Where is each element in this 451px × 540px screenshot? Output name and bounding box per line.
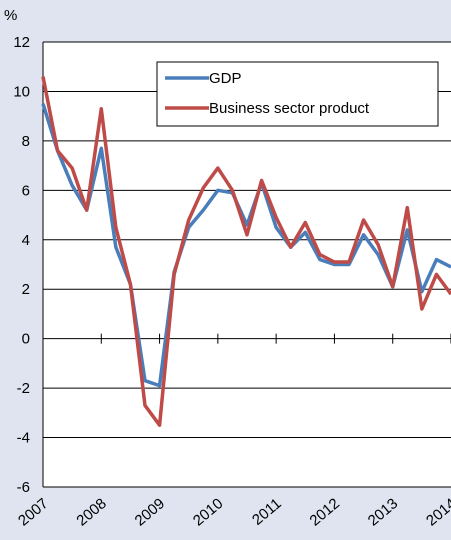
legend-box — [156, 61, 439, 127]
legend-label: GDP — [209, 70, 242, 87]
y-tick-label: 4 — [22, 232, 30, 249]
x-tick-label: 2009 — [132, 495, 168, 529]
y-tick-label: 2 — [22, 281, 30, 298]
y-tick-label: 8 — [22, 133, 30, 150]
y-tick-label: 6 — [22, 182, 30, 199]
y-tick-label: -2 — [17, 380, 30, 397]
legend-label: Business sector product — [209, 100, 370, 117]
line-series — [41, 76, 451, 427]
x-tick-label: 2010 — [190, 495, 226, 529]
x-tick-label: 2012 — [307, 495, 343, 529]
y-tick-label: 10 — [13, 83, 30, 100]
line-series — [41, 103, 451, 388]
x-tick-label: 2013 — [365, 495, 401, 529]
x-tick-label: 2007 — [15, 495, 51, 529]
y-tick-label: 0 — [22, 331, 30, 348]
x-tick-label: 2014 — [423, 495, 451, 529]
y-tick-label: -6 — [17, 479, 30, 496]
y-axis-label: % — [4, 7, 17, 24]
x-tick-label: 2011 — [249, 495, 285, 529]
y-tick-label: -4 — [17, 430, 30, 447]
y-tick-label: 12 — [13, 34, 30, 51]
x-tick-label: 2008 — [73, 495, 109, 529]
